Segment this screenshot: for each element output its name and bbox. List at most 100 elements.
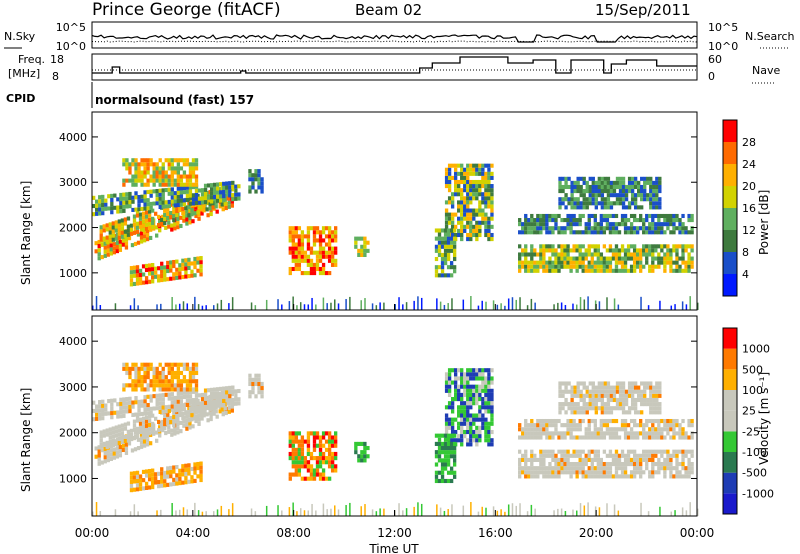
velocity-cell: [615, 406, 620, 411]
velocity-heatmap: [92, 362, 699, 516]
velocity-cell: [144, 473, 149, 478]
power-cell: [591, 176, 595, 181]
power-cell: [511, 297, 514, 310]
velocity-cell: [179, 391, 184, 396]
velocity-cell: [197, 510, 200, 516]
power-cell: [440, 252, 445, 257]
power-cell: [597, 189, 602, 194]
velocity-cell: [530, 457, 534, 462]
power-cell: [614, 222, 619, 227]
power-cell: [639, 226, 643, 231]
power-cell: [129, 305, 132, 310]
velocity-cell: [213, 395, 217, 400]
velocity-cell: [536, 427, 540, 432]
velocity-cell: [128, 396, 132, 401]
velocity-cell: [327, 431, 332, 436]
power-cell: [645, 248, 649, 253]
velocity-cell: [521, 435, 525, 440]
velocity-cell: [309, 468, 314, 473]
velocity-cell: [614, 461, 619, 467]
velocity-cell: [158, 370, 162, 376]
power-cell: [108, 234, 112, 239]
velocity-cell: [383, 508, 385, 516]
velocity-cell: [152, 383, 156, 388]
velocity-cell: [551, 449, 555, 454]
power-cell: [490, 192, 494, 197]
power-cell: [105, 227, 109, 232]
power-cell: [593, 218, 597, 223]
velocity-cell: [624, 389, 629, 394]
velocity-cell: [654, 418, 658, 424]
velocity-cell: [617, 461, 622, 467]
power-colorbar-segment: [723, 274, 737, 296]
power-cell: [460, 208, 464, 213]
velocity-cell: [327, 439, 332, 444]
power-cell: [637, 205, 641, 210]
velocity-cell: [300, 456, 305, 461]
velocity-cell: [633, 381, 638, 386]
power-cell: [176, 221, 180, 226]
velocity-cell: [460, 384, 464, 389]
power-cell: [237, 184, 241, 189]
power-cell: [324, 234, 329, 239]
power-cell: [95, 211, 99, 216]
power-cell: [101, 207, 105, 212]
velocity-cell: [672, 453, 676, 458]
power-cell: [566, 264, 570, 269]
velocity-cell: [137, 511, 139, 516]
power-cell: [681, 301, 684, 310]
velocity-cell: [324, 460, 329, 465]
velocity-cell: [472, 384, 476, 389]
power-cell: [231, 297, 234, 310]
velocity-cell: [533, 435, 537, 440]
power-cell: [687, 260, 691, 265]
power-cell: [617, 248, 622, 253]
power-cell: [608, 260, 613, 265]
velocity-cell: [554, 466, 558, 471]
velocity-cell: [201, 511, 204, 516]
velocity-cell: [138, 417, 143, 422]
velocity-cell: [152, 387, 156, 392]
velocity-colorbar-frame: [722, 327, 738, 515]
velocity-cell: [647, 511, 650, 516]
velocity-cell: [140, 399, 144, 404]
power-cell: [132, 230, 137, 235]
velocity-cell: [687, 418, 691, 424]
power-cell: [188, 166, 193, 171]
velocity-cell: [194, 418, 198, 424]
power-cell: [129, 266, 134, 271]
power-cell: [137, 305, 139, 310]
power-cell: [605, 226, 610, 231]
power-cell: [161, 174, 165, 179]
power-cell: [179, 215, 183, 220]
power-cell: [447, 212, 452, 217]
power-cell: [504, 305, 506, 310]
power-colorbar-segment: [723, 230, 737, 252]
velocity-cell: [623, 461, 628, 467]
velocity-cell: [318, 435, 323, 440]
noise-right-tick-top: 10^5: [708, 21, 738, 34]
velocity-cell: [123, 438, 128, 444]
velocity-cell: [167, 379, 171, 384]
velocity-cell: [646, 385, 650, 390]
power-cell: [466, 171, 470, 176]
power-cell: [122, 162, 126, 167]
power-cell: [564, 197, 568, 202]
power-cell: [460, 237, 464, 242]
power-cell: [190, 208, 194, 213]
velocity-cell: [104, 403, 108, 408]
velocity-cell: [110, 398, 114, 403]
velocity-cell: [490, 380, 494, 385]
power-cell: [542, 218, 546, 223]
power-cell: [620, 268, 625, 273]
velocity-cell: [629, 427, 634, 432]
power-cell: [131, 162, 135, 167]
velocity-cell: [678, 449, 682, 454]
velocity-cell: [143, 362, 147, 367]
velocity-cell: [657, 435, 661, 440]
velocity-cell: [139, 436, 144, 441]
power-cell: [596, 226, 600, 231]
power-cell: [193, 256, 197, 261]
velocity-cell: [466, 380, 470, 385]
velocity-cell: [138, 429, 143, 435]
